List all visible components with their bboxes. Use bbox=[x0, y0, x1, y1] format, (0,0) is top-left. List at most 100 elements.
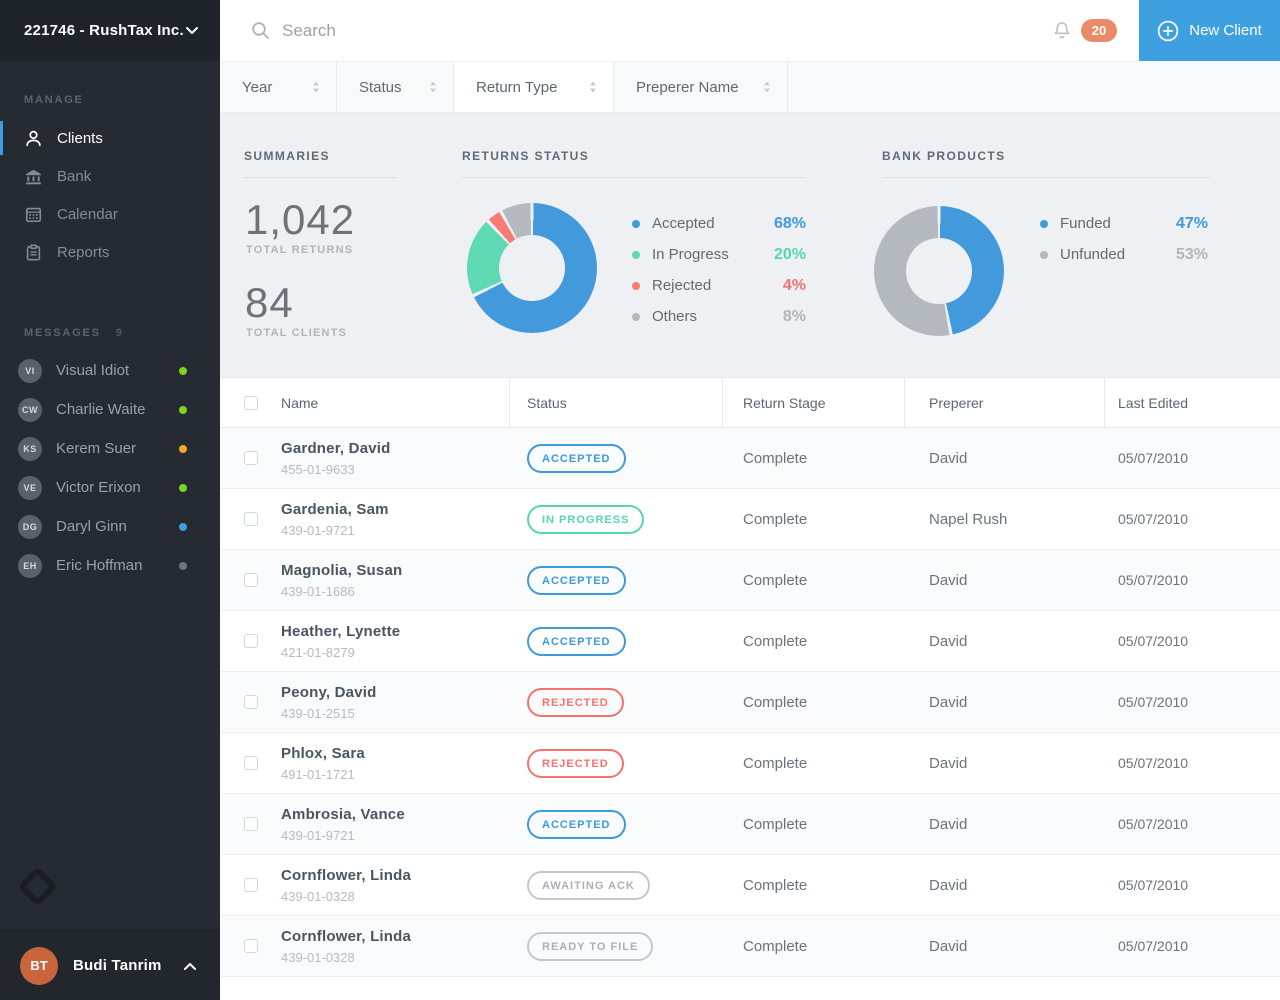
legend-value: 47% bbox=[1175, 214, 1208, 232]
client-ssn: 455-01-9633 bbox=[281, 461, 355, 477]
sidebar-item-calendar[interactable]: Calendar bbox=[0, 195, 220, 233]
last-edited-cell: 05/07/2010 bbox=[1118, 633, 1189, 649]
filter-preperer-name[interactable]: Preperer Name bbox=[614, 62, 788, 112]
row-checkbox[interactable] bbox=[244, 634, 258, 648]
row-checkbox[interactable] bbox=[244, 695, 258, 709]
status-cell: ACCEPTED bbox=[510, 809, 723, 839]
status-cell: ACCEPTED bbox=[510, 565, 723, 595]
filter-return-type[interactable]: Return Type bbox=[454, 62, 614, 112]
table-row[interactable]: Peony, David 439-01-2515 REJECTED Complete D… bbox=[220, 672, 1280, 733]
legend-value: 8% bbox=[782, 307, 806, 325]
table-row[interactable]: Ambrosia, Vance 439-01-9721 ACCEPTED Comple… bbox=[220, 794, 1280, 855]
row-checkbox[interactable] bbox=[244, 939, 258, 953]
bank-products-title: BANK PRODUCTS bbox=[882, 149, 1006, 163]
status-badge: ACCEPTED bbox=[527, 626, 626, 656]
sort-arrows-icon bbox=[589, 81, 597, 93]
table-row[interactable]: Cornflower, Linda 439-01-0328 AWAITING ACK… bbox=[220, 855, 1280, 916]
status-badge: ACCEPTED bbox=[527, 809, 626, 839]
legend-value: 53% bbox=[1175, 245, 1208, 263]
search-icon bbox=[251, 21, 270, 40]
messages-section-label: MESSAGES 9 bbox=[0, 327, 220, 339]
filter-year[interactable]: Year bbox=[220, 62, 337, 112]
filter-status[interactable]: Status bbox=[337, 62, 454, 112]
table-row[interactable]: Cornflower, Linda 439-01-0328 READY TO FIL… bbox=[220, 916, 1280, 977]
status-badge: IN PROGRESS bbox=[527, 504, 645, 534]
bank-products-divider bbox=[882, 177, 1210, 178]
contact-avatar: KS bbox=[18, 436, 42, 461]
client-name-cell: Cornflower, Linda 439-01-0328 bbox=[281, 928, 510, 965]
contact-eric-hoffman[interactable]: EH Eric Hoffman bbox=[0, 546, 220, 585]
client-name: Cornflower, Linda bbox=[281, 927, 412, 945]
client-name: Magnolia, Susan bbox=[281, 561, 403, 579]
status-cell: READY TO FILE bbox=[510, 931, 723, 961]
column-header-last-edited: Last Edited bbox=[1118, 394, 1189, 411]
notifications-button[interactable]: 20 bbox=[1030, 0, 1139, 61]
row-checkbox[interactable] bbox=[244, 573, 258, 587]
row-checkbox[interactable] bbox=[244, 451, 258, 465]
table-row[interactable]: Magnolia, Susan 439-01-1686 ACCEPTED Comple… bbox=[220, 550, 1280, 611]
current-user-menu[interactable]: BT Budi Tanrim bbox=[0, 930, 220, 1000]
brand-logo bbox=[15, 864, 61, 910]
sidebar-item-reports[interactable]: Reports bbox=[0, 233, 220, 271]
return-stage-cell: Complete bbox=[743, 449, 808, 467]
contact-list: VI Visual Idiot CW Charlie Waite KS Kerem Sue… bbox=[0, 351, 220, 585]
messages-label-text: MESSAGES bbox=[24, 327, 101, 339]
row-checkbox-cell bbox=[220, 550, 281, 610]
table-body: Gardner, David 455-01-9633 ACCEPTED Complet… bbox=[220, 428, 1280, 977]
company-switcher[interactable]: 221746 - RushTax Inc. bbox=[0, 0, 220, 61]
contact-victor-erixon[interactable]: VE Victor Erixon bbox=[0, 468, 220, 507]
legend-item-unfunded: Unfunded 53% bbox=[1040, 239, 1208, 270]
table-row[interactable]: Gardner, David 455-01-9633 ACCEPTED Complet… bbox=[220, 428, 1280, 489]
client-ssn: 439-01-2515 bbox=[281, 705, 355, 721]
clients-table: Name Status Return Stage Preperer Last E… bbox=[220, 378, 1280, 1000]
sidebar-item-clients[interactable]: Clients bbox=[0, 119, 220, 157]
legend-value: 4% bbox=[782, 276, 806, 294]
sort-arrows-icon bbox=[312, 81, 320, 93]
table-header-row: Name Status Return Stage Preperer Last E… bbox=[220, 378, 1280, 428]
legend-ring-icon bbox=[1040, 219, 1048, 228]
return-stage-cell: Complete bbox=[743, 571, 808, 589]
sidebar: 221746 - RushTax Inc. MANAGE Clients Bank… bbox=[0, 0, 220, 1000]
client-ssn: 439-01-9721 bbox=[281, 827, 355, 843]
search-bar bbox=[220, 0, 1030, 61]
row-checkbox[interactable] bbox=[244, 817, 258, 831]
client-ssn: 439-01-1686 bbox=[281, 583, 355, 599]
contact-charlie-waite[interactable]: CW Charlie Waite bbox=[0, 390, 220, 429]
legend-label: Unfunded bbox=[1060, 246, 1126, 263]
status-badge: REJECTED bbox=[527, 687, 624, 717]
table-row[interactable]: Phlox, Sara 491-01-1721 REJECTED Complete Da… bbox=[220, 733, 1280, 794]
row-checkbox-cell bbox=[220, 489, 281, 549]
client-name: Heather, Lynette bbox=[281, 622, 401, 640]
table-partial-row bbox=[220, 977, 1280, 1000]
bank-products-donut-chart bbox=[874, 206, 1004, 336]
row-checkbox[interactable] bbox=[244, 878, 258, 892]
return-stage-cell: Complete bbox=[743, 693, 808, 711]
contact-status-dot bbox=[179, 483, 187, 492]
new-client-button[interactable]: New Client bbox=[1139, 0, 1280, 61]
summaries-title: SUMMARIES bbox=[244, 149, 330, 163]
table-row[interactable]: Heather, Lynette 421-01-8279 ACCEPTED Compl… bbox=[220, 611, 1280, 672]
status-badge: READY TO FILE bbox=[527, 931, 654, 961]
status-cell: AWAITING ACK bbox=[510, 870, 723, 900]
row-checkbox[interactable] bbox=[244, 512, 258, 526]
last-edited-cell: 05/07/2010 bbox=[1118, 572, 1189, 588]
client-name-cell: Gardenia, Sam 439-01-9721 bbox=[281, 501, 510, 538]
last-edited-cell: 05/07/2010 bbox=[1118, 694, 1189, 710]
column-header-preperer: Preperer bbox=[905, 378, 1105, 427]
select-all-checkbox[interactable] bbox=[244, 395, 258, 410]
total-returns-value: 1,042 bbox=[245, 196, 356, 243]
contact-kerem-suer[interactable]: KS Kerem Suer bbox=[0, 429, 220, 468]
table-row[interactable]: Gardenia, Sam 439-01-9721 IN PROGRESS Compl… bbox=[220, 489, 1280, 550]
row-checkbox-cell bbox=[220, 855, 281, 915]
legend-item-in-progress: In Progress 20% bbox=[632, 239, 806, 270]
client-ssn: 439-01-9721 bbox=[281, 522, 355, 538]
row-checkbox[interactable] bbox=[244, 756, 258, 770]
contact-visual-idiot[interactable]: VI Visual Idiot bbox=[0, 351, 220, 390]
contact-daryl-ginn[interactable]: DG Daryl Ginn bbox=[0, 507, 220, 546]
client-name: Cornflower, Linda bbox=[281, 866, 412, 884]
new-client-label: New Client bbox=[1189, 22, 1262, 39]
sidebar-item-bank[interactable]: Bank bbox=[0, 157, 220, 195]
search-input[interactable] bbox=[282, 20, 1030, 41]
filter-label: Status bbox=[359, 78, 402, 96]
